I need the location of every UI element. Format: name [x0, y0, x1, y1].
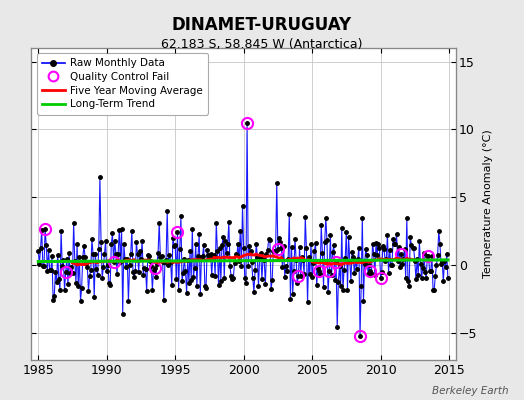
Text: DINAMET-URUGUAY: DINAMET-URUGUAY [172, 16, 352, 34]
Text: 62.183 S, 58.845 W (Antarctica): 62.183 S, 58.845 W (Antarctica) [161, 38, 363, 51]
Y-axis label: Temperature Anomaly (°C): Temperature Anomaly (°C) [483, 130, 493, 278]
Text: Berkeley Earth: Berkeley Earth [432, 386, 508, 396]
Legend: Raw Monthly Data, Quality Control Fail, Five Year Moving Average, Long-Term Tren: Raw Monthly Data, Quality Control Fail, … [37, 53, 208, 114]
